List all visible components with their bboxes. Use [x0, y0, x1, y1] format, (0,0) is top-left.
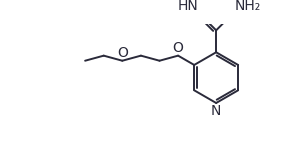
Text: O: O [173, 41, 184, 55]
Text: N: N [211, 104, 221, 118]
Text: HN: HN [177, 0, 198, 13]
Text: NH₂: NH₂ [234, 0, 261, 13]
Text: O: O [117, 46, 128, 60]
